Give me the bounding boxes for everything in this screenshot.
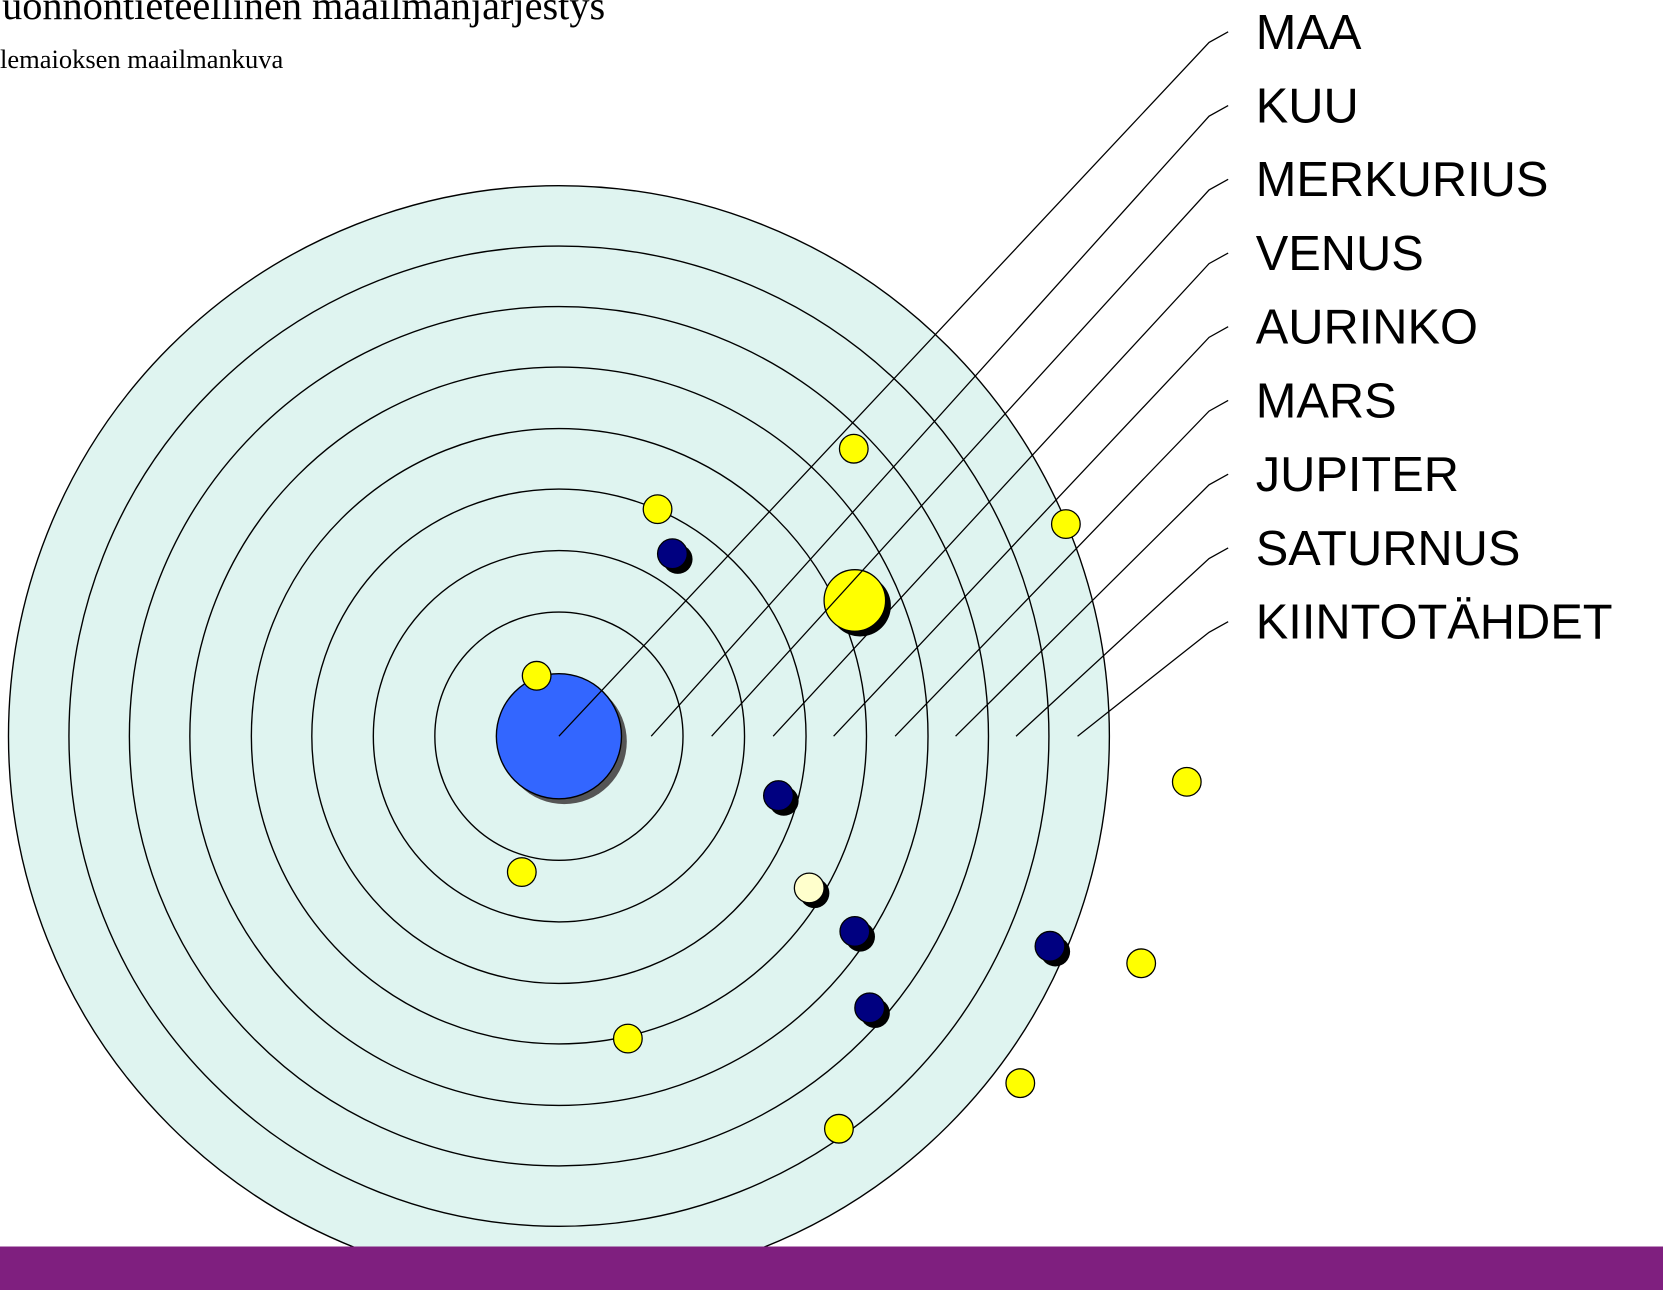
body-label: MAA bbox=[1256, 6, 1362, 60]
body-label: SATURNUS bbox=[1256, 522, 1521, 576]
body-label: MERKURIUS bbox=[1256, 153, 1549, 207]
labels: MAA KUU MERKURIUS VENUS AURINKO MARS JUPITER SA… bbox=[1256, 6, 1613, 650]
star bbox=[1172, 768, 1201, 797]
body-label: AURINKO bbox=[1256, 301, 1478, 355]
star bbox=[1127, 949, 1156, 978]
star bbox=[1052, 510, 1081, 539]
body-label: VENUS bbox=[1256, 227, 1424, 281]
footer-bar bbox=[0, 1247, 1663, 1290]
body-label: JUPITER bbox=[1256, 448, 1459, 502]
subtitle: lemaioksen maailmankuva bbox=[0, 44, 284, 74]
body-label: KIINTOTÄHDET bbox=[1256, 596, 1613, 650]
slide: uonnontieteellinen maailmanjärjestys lem… bbox=[0, 0, 1663, 1290]
moon bbox=[794, 873, 824, 903]
planet bbox=[764, 781, 794, 811]
planet bbox=[658, 539, 688, 569]
planet bbox=[855, 993, 885, 1023]
star bbox=[825, 1114, 854, 1143]
star bbox=[1006, 1069, 1035, 1098]
planet bbox=[1035, 931, 1065, 961]
title: uonnontieteellinen maailmanjärjestys bbox=[2, 0, 605, 28]
star bbox=[614, 1024, 643, 1053]
planet bbox=[840, 917, 870, 947]
body-label: MARS bbox=[1256, 374, 1397, 428]
star bbox=[839, 434, 868, 463]
star bbox=[643, 495, 672, 524]
star bbox=[522, 661, 551, 690]
body-label: KUU bbox=[1256, 80, 1359, 134]
star bbox=[507, 858, 536, 887]
